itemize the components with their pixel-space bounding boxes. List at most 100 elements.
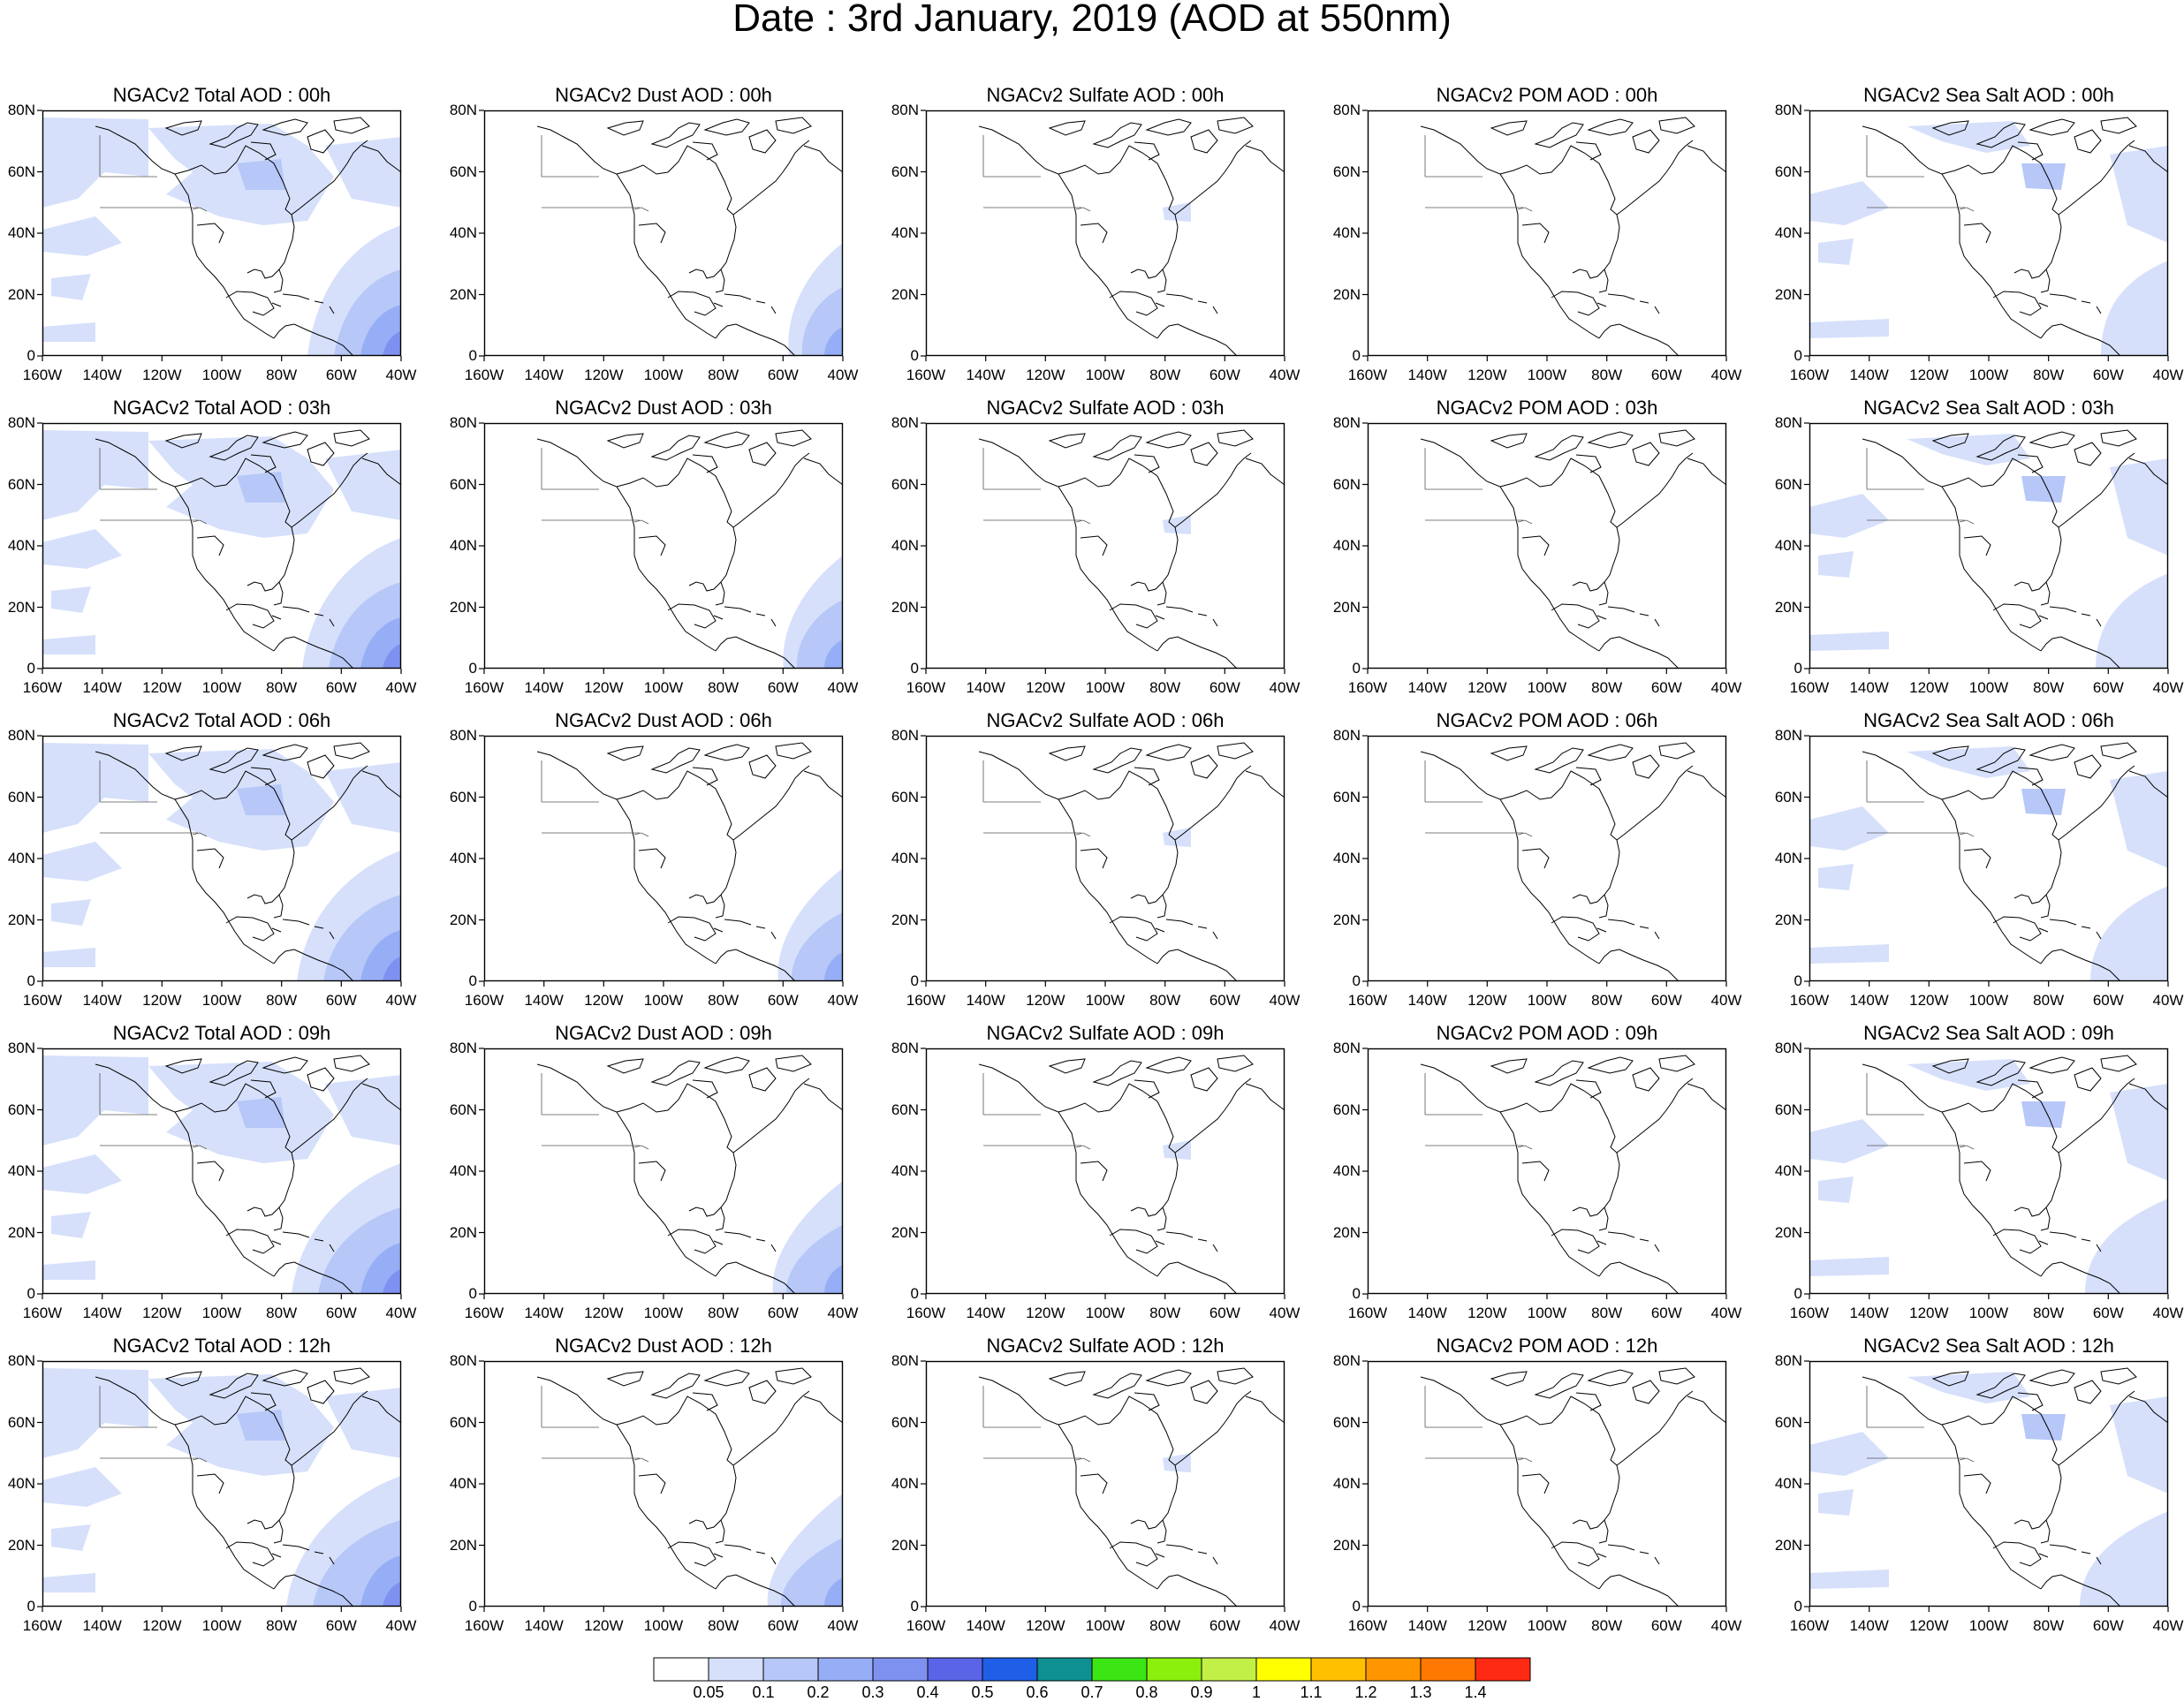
x-tick-label: 60W <box>1209 1617 1240 1634</box>
y-tick-label: 20N <box>1332 1223 1361 1241</box>
map-panel-sulfate: NGACv2 Sulfate AOD : 12h 80N 60N 40N 20N 0 160… <box>891 1335 1301 1634</box>
x-tick-label: 160W <box>906 992 946 1009</box>
x-tick-label: 80W <box>708 367 739 383</box>
map-plot <box>1362 1048 1727 1299</box>
x-tick-label: 80W <box>2033 1617 2065 1634</box>
map-panel-total: NGACv2 Total AOD : 09h 80N 60N 40N 20N 0 160W 1… <box>8 1022 417 1321</box>
x-tick-label: 60W <box>2092 679 2124 696</box>
x-tick-label: 40W <box>2152 1305 2184 1321</box>
x-tick-label: 40W <box>827 1305 859 1321</box>
y-tick-label: 0 <box>1793 1598 1802 1615</box>
y-tick-label: 0 <box>1352 972 1361 989</box>
y-tick-label: 40N <box>1332 850 1361 866</box>
map-panel-seasalt: NGACv2 Sea Salt AOD : 12h 80N 60N 40N 20N 0 16… <box>1775 1335 2184 1634</box>
y-tick-label: 60N <box>449 1413 477 1431</box>
y-tick-label: 80N <box>1332 727 1361 744</box>
x-tick-label: 140W <box>966 679 1005 696</box>
x-tick-label: 40W <box>385 367 417 383</box>
map-plot <box>1804 1360 2169 1612</box>
colorbar-label: 0.7 <box>1081 1683 1103 1701</box>
map-panel-total: NGACv2 Total AOD : 06h 80N 60N 40N 20N 0 160W 1… <box>8 709 417 1009</box>
y-tick-label: 40N <box>1332 1162 1361 1179</box>
panel-title: NGACv2 Sulfate AOD : 03h <box>986 397 1225 419</box>
colorbar-swatch <box>1201 1657 1257 1682</box>
panel-title: NGACv2 Total AOD : 09h <box>112 1022 331 1044</box>
colorbar-label: 0.9 <box>1190 1683 1213 1701</box>
y-tick-label: 20N <box>449 911 477 928</box>
map-plot <box>479 422 844 674</box>
y-tick-label: 0 <box>27 1598 35 1615</box>
x-tick-label: 160W <box>906 367 946 383</box>
colorbar-swatch <box>927 1657 983 1682</box>
map-plot <box>921 422 1285 674</box>
x-tick-label: 80W <box>708 1305 739 1321</box>
colorbar-swatch <box>762 1657 819 1682</box>
y-tick-label: 20N <box>7 598 35 616</box>
x-tick-label: 160W <box>1789 367 1830 383</box>
x-tick-label: 80W <box>266 992 298 1009</box>
x-tick-label: 160W <box>1347 1617 1388 1634</box>
x-tick-label: 80W <box>1591 1305 1623 1321</box>
x-tick-label: 120W <box>1467 367 1507 383</box>
x-tick-label: 120W <box>584 992 624 1009</box>
y-tick-label: 60N <box>1332 475 1361 493</box>
panel-title: NGACv2 Total AOD : 06h <box>112 709 331 731</box>
x-tick-label: 140W <box>524 1305 564 1321</box>
y-tick-label: 80N <box>1774 1352 1802 1369</box>
y-tick-label: 0 <box>1793 972 1802 989</box>
y-tick-label: 80N <box>449 102 477 118</box>
panel-title: NGACv2 Dust AOD : 06h <box>555 709 772 731</box>
colorbar-label: 1.3 <box>1409 1683 1432 1701</box>
colorbar-swatch <box>817 1657 874 1682</box>
map-plot <box>479 1360 844 1612</box>
panel-title: NGACv2 POM AOD : 03h <box>1436 397 1658 419</box>
y-tick-label: 20N <box>449 1536 477 1554</box>
y-tick-label: 40N <box>1332 224 1361 241</box>
x-tick-label: 60W <box>767 679 799 696</box>
x-tick-label: 40W <box>385 1617 417 1634</box>
x-tick-label: 120W <box>1026 1305 1065 1321</box>
x-tick-label: 40W <box>2152 679 2184 696</box>
y-tick-label: 40N <box>1774 537 1802 554</box>
y-tick-label: 40N <box>7 850 35 866</box>
x-tick-label: 140W <box>1407 1617 1447 1634</box>
x-tick-label: 140W <box>966 992 1005 1009</box>
x-tick-label: 100W <box>643 367 684 383</box>
y-tick-label: 40N <box>1332 1475 1361 1492</box>
y-tick-label: 60N <box>7 1101 35 1118</box>
x-tick-label: 140W <box>1407 1305 1447 1321</box>
map-panel-seasalt: NGACv2 Sea Salt AOD : 06h 80N 60N 40N 20N 0 16… <box>1775 709 2184 1009</box>
panel-title: NGACv2 Sulfate AOD : 09h <box>986 1022 1225 1044</box>
x-tick-label: 120W <box>142 992 182 1009</box>
y-tick-label: 0 <box>910 1285 919 1302</box>
x-tick-label: 160W <box>464 1305 504 1321</box>
x-tick-label: 160W <box>1789 992 1830 1009</box>
x-tick-label: 120W <box>1467 1305 1507 1321</box>
map-plot <box>921 1360 1285 1612</box>
x-tick-label: 100W <box>1527 1617 1567 1634</box>
x-tick-label: 80W <box>2033 992 2065 1009</box>
x-tick-label: 160W <box>22 1617 63 1634</box>
colorbar-swatch <box>1255 1657 1312 1682</box>
y-tick-label: 20N <box>449 598 477 616</box>
y-tick-label: 40N <box>7 224 35 241</box>
y-tick-label: 80N <box>1774 727 1802 744</box>
y-tick-label: 0 <box>468 1285 477 1302</box>
x-tick-label: 80W <box>1149 367 1181 383</box>
x-tick-label: 160W <box>464 679 504 696</box>
colorbar-label: 0.2 <box>807 1683 830 1701</box>
y-tick-label: 0 <box>27 347 35 364</box>
map-plot <box>1362 422 1727 674</box>
y-tick-label: 20N <box>1774 598 1802 616</box>
x-tick-label: 60W <box>767 367 799 383</box>
y-tick-label: 40N <box>1774 1162 1802 1179</box>
y-tick-label: 0 <box>910 347 919 364</box>
y-tick-label: 0 <box>1352 1598 1361 1615</box>
colorbar-swatch <box>872 1657 929 1682</box>
x-tick-label: 40W <box>2152 992 2184 1009</box>
x-tick-label: 140W <box>524 679 564 696</box>
colorbar-label: 0.05 <box>693 1683 724 1701</box>
x-tick-label: 60W <box>325 1617 357 1634</box>
x-tick-label: 60W <box>325 367 357 383</box>
map-plot <box>479 110 844 361</box>
